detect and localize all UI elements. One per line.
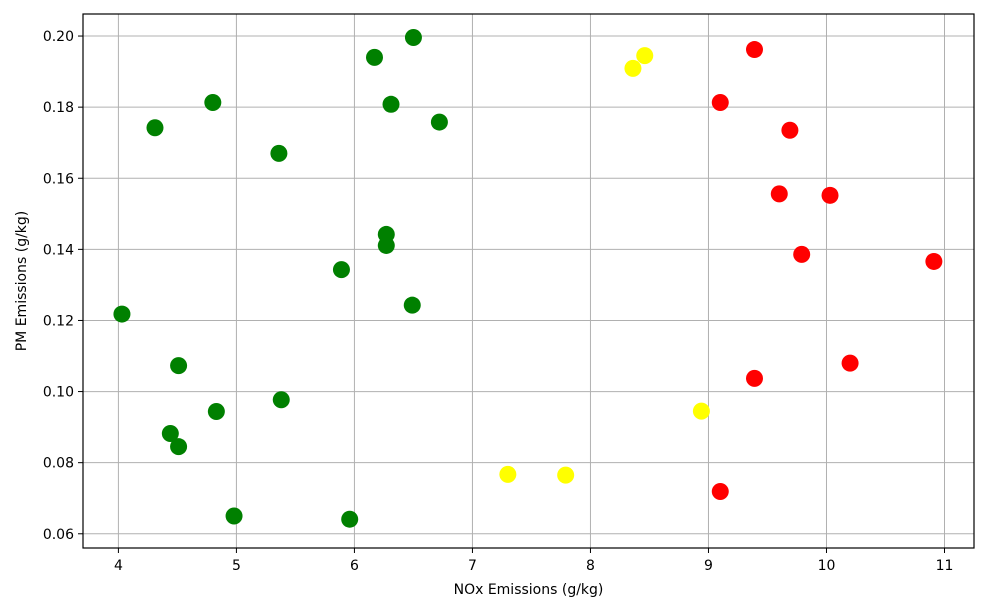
data-point-yellow: [692, 402, 710, 420]
data-point-red: [745, 41, 763, 59]
data-point-red: [841, 354, 859, 372]
data-point-yellow: [557, 466, 575, 484]
y-tick-label: 0.14: [43, 242, 74, 258]
data-point-green: [170, 438, 188, 456]
x-tick-label: 9: [704, 558, 713, 574]
data-point-green: [113, 305, 131, 323]
y-tick-label: 0.08: [43, 456, 74, 472]
data-point-green: [403, 296, 421, 314]
y-tick-label: 0.20: [43, 29, 74, 45]
data-point-green: [207, 402, 225, 420]
data-point-red: [793, 245, 811, 263]
y-axis-label: PM Emissions (g/kg): [14, 211, 30, 352]
data-point-green: [272, 391, 290, 409]
data-point-green: [365, 48, 383, 66]
data-point-green: [332, 261, 350, 279]
plot-area-frame: [82, 13, 975, 549]
x-tick-label: 5: [232, 558, 241, 574]
data-point-red: [770, 185, 788, 203]
data-point-red: [925, 252, 943, 270]
data-point-yellow: [636, 47, 654, 65]
data-point-red: [781, 121, 799, 139]
y-tick-label: 0.12: [43, 313, 74, 329]
x-tick-label: 10: [818, 558, 836, 574]
data-point-red: [821, 186, 839, 204]
data-point-green: [382, 95, 400, 113]
x-tick-label: 4: [114, 558, 123, 574]
x-tick-label: 7: [468, 558, 477, 574]
data-point-green: [204, 94, 222, 112]
data-point-green: [146, 119, 164, 137]
data-point-green: [377, 236, 395, 254]
grid-lines: [83, 14, 974, 548]
x-axis-label: NOx Emissions (g/kg): [454, 582, 604, 598]
y-tick-label: 0.06: [43, 527, 74, 543]
data-point-red: [745, 369, 763, 387]
data-point-green: [170, 357, 188, 375]
data-point-green: [270, 144, 288, 162]
data-point-green: [341, 510, 359, 528]
data-point-red: [711, 482, 729, 500]
x-tick-label: 11: [936, 558, 954, 574]
data-point-red: [711, 94, 729, 112]
data-point-green: [225, 507, 243, 525]
axis-ticks: 4 5 6 7 8 9 10 11 0.06 0.08 0.10 0.12 0.14 0.16 0.18 0.…: [43, 29, 954, 574]
data-points: [113, 28, 943, 528]
data-point-green: [404, 28, 422, 46]
x-tick-label: 6: [350, 558, 359, 574]
data-point-yellow: [624, 59, 642, 77]
data-point-yellow: [499, 465, 517, 483]
data-point-green: [430, 113, 448, 131]
y-tick-label: 0.18: [43, 100, 74, 116]
data-point-green: [161, 425, 179, 443]
y-tick-label: 0.16: [43, 171, 74, 187]
y-tick-label: 0.10: [43, 385, 74, 401]
x-tick-label: 8: [586, 558, 595, 574]
